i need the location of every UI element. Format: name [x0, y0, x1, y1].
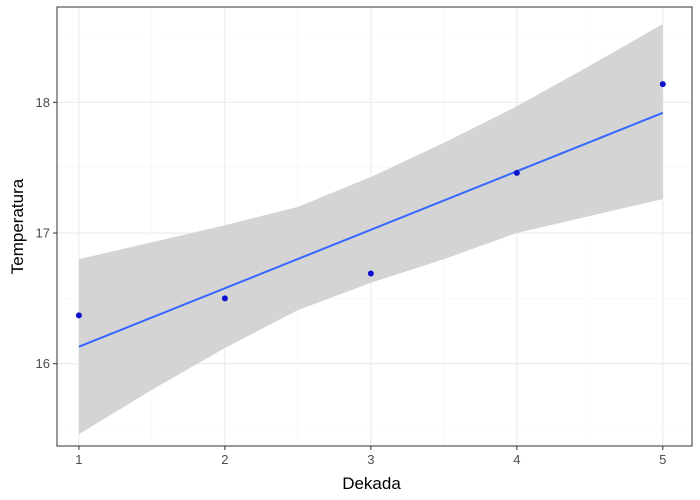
x-axis-ticks: 1 2 3 4 5 — [75, 446, 666, 467]
panel-border — [56, 6, 693, 447]
trend-line — [78, 111, 664, 348]
data-points — [75, 81, 666, 319]
data-point — [75, 312, 82, 319]
y-tick-label: 18 — [36, 95, 50, 110]
x-axis-title: Dekada — [342, 474, 401, 493]
y-tick-label: 16 — [36, 356, 50, 371]
y-axis-title: Temperatura — [8, 178, 27, 274]
x-tick-label: 3 — [367, 452, 374, 467]
x-tick-label: 5 — [659, 452, 666, 467]
x-tick-label: 2 — [221, 452, 228, 467]
x-tick-label: 4 — [513, 452, 520, 467]
data-point — [221, 295, 228, 302]
y-axis-ticks: 16 17 18 — [36, 95, 57, 371]
y-tick-label: 17 — [36, 226, 50, 241]
data-point — [659, 81, 666, 88]
data-point — [367, 270, 374, 277]
x-tick-label: 1 — [75, 452, 82, 467]
data-point — [513, 169, 520, 176]
